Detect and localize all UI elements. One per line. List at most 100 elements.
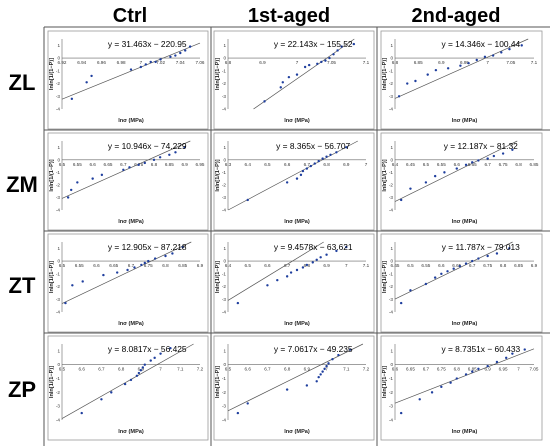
- data-point: [133, 266, 136, 269]
- y-tick-label: 1: [57, 348, 60, 353]
- panel-frame: [213, 30, 375, 130]
- x-tick-label: 6.8: [162, 263, 169, 268]
- y-tick-label: -3: [389, 404, 394, 409]
- y-axis-title: lnln[1/(1−P)]: [215, 159, 221, 191]
- trend-line: [394, 241, 513, 300]
- panel-frame: [380, 233, 543, 333]
- data-point: [305, 263, 309, 267]
- data-point: [301, 169, 305, 173]
- y-tick-label: -2: [56, 182, 61, 187]
- y-tick-label: 0: [57, 56, 60, 61]
- data-point: [329, 153, 332, 156]
- x-tick-label: 6.8: [225, 60, 232, 65]
- equation-label: y = 8.7351x − 60.433: [441, 344, 520, 354]
- y-tick-label: 0: [223, 259, 226, 264]
- x-tick-label: 7: [159, 367, 162, 372]
- data-point: [305, 167, 309, 170]
- data-point: [285, 181, 289, 184]
- y-tick-label: 1: [223, 348, 226, 353]
- data-point: [144, 63, 147, 66]
- x-tick-label: 6.9: [259, 60, 266, 65]
- column-header-2nd-aged: 2nd-aged: [412, 5, 501, 27]
- y-tick-label: -3: [389, 94, 394, 99]
- x-tick-label: 6.55: [437, 162, 446, 167]
- y-axis-title: lnln[1/(1−P)]: [49, 159, 55, 191]
- column-header-ctrl: Ctrl: [113, 5, 147, 27]
- y-axis-title: lnln[1/(1−P)]: [49, 261, 55, 293]
- data-point: [452, 267, 455, 270]
- data-point: [446, 67, 450, 70]
- x-tick-label: 7.05: [530, 367, 539, 372]
- data-point: [424, 181, 428, 184]
- x-tick-label: 6.98: [117, 60, 126, 65]
- data-point: [149, 359, 152, 362]
- x-tick-label: 6.75: [437, 367, 446, 372]
- data-point: [110, 391, 113, 394]
- trend-line: [61, 241, 192, 304]
- data-point: [169, 55, 172, 59]
- x-tick-label: 6.8: [500, 263, 507, 268]
- y-axis-title: lnln[1/(1−P)]: [215, 366, 221, 398]
- data-point: [406, 82, 409, 85]
- y-tick-label: -4: [222, 418, 227, 423]
- data-point: [511, 148, 514, 151]
- equation-label: y = 11.787x − 79.013: [442, 242, 520, 252]
- y-axis-title: lnln[1/(1−P)]: [215, 58, 221, 90]
- y-tick-label: -1: [56, 376, 61, 381]
- data-point: [440, 272, 443, 276]
- y-tick-label: 0: [223, 56, 226, 61]
- x-tick-label: 6.6: [284, 162, 291, 167]
- data-point: [477, 257, 480, 260]
- x-tick-label: 6.4: [392, 162, 399, 167]
- x-tick-label: 6.65: [468, 162, 477, 167]
- data-point: [80, 411, 83, 415]
- chart-panel-zt-2nd-aged: 6.45 6.5 6.55 6.6 6.65 6.7 6.75 6.8 6.85 6.9 1 0 -1 -…: [380, 233, 543, 333]
- data-point: [70, 188, 73, 192]
- data-point: [281, 81, 284, 84]
- y-tick-label: 0: [223, 362, 226, 367]
- y-tick-label: -3: [56, 195, 61, 200]
- equation-label: y = 8.365x − 56.707: [276, 141, 350, 151]
- y-tick-label: 1: [390, 43, 393, 48]
- data-point: [508, 247, 511, 250]
- data-point: [352, 42, 356, 46]
- data-point: [295, 73, 299, 76]
- data-point: [471, 161, 474, 164]
- data-point: [455, 377, 458, 380]
- y-tick-label: -4: [56, 208, 61, 213]
- y-tick-label: -2: [389, 182, 394, 187]
- y-tick-label: -3: [222, 297, 227, 302]
- data-point: [85, 81, 88, 84]
- x-tick-label: 6.6: [93, 263, 100, 268]
- trend-line: [227, 343, 364, 412]
- chart-panel-zm-ctrl: 6.56.556.66.656.76.756.86.856.96.9510-1-…: [47, 132, 209, 231]
- x-tick-label: 6.5: [245, 263, 252, 268]
- y-tick-label: -3: [222, 404, 227, 409]
- data-point: [137, 163, 140, 167]
- panel-frame: [380, 132, 543, 231]
- y-tick-label: -4: [389, 310, 394, 315]
- chart-panel-zp-ctrl: 6.56.66.76.86.977.17.210-1-2-3-4y = 8.08…: [47, 335, 209, 441]
- data-point: [313, 162, 316, 165]
- data-point: [486, 364, 489, 368]
- x-tick-label: 6.8: [323, 162, 330, 167]
- x-tick-label: 6.7: [128, 263, 135, 268]
- x-tick-label: 7: [325, 367, 328, 372]
- data-point: [295, 268, 299, 272]
- data-point: [76, 181, 79, 184]
- x-tick-label: 6.3: [225, 162, 232, 167]
- data-point: [90, 74, 93, 78]
- y-tick-label: 0: [390, 259, 393, 264]
- data-point: [174, 151, 177, 154]
- y-tick-label: -2: [56, 284, 61, 289]
- row-header-zt: ZT: [9, 273, 36, 298]
- panel-frame: [47, 335, 209, 441]
- y-tick-label: -4: [389, 107, 394, 112]
- y-tick-label: 0: [57, 259, 60, 264]
- equation-label: y = 22.143x − 155.52: [274, 39, 353, 49]
- y-tick-label: -2: [56, 390, 61, 395]
- x-tick-label: 6.7: [469, 263, 476, 268]
- data-point: [164, 254, 167, 258]
- chart-panel-zl-ctrl: 6.92 6.94 6.96 6.98 7 7.02 7.04 7.06 1 0 -1 -2 -3 -4 y…: [47, 30, 209, 130]
- data-point: [168, 153, 171, 156]
